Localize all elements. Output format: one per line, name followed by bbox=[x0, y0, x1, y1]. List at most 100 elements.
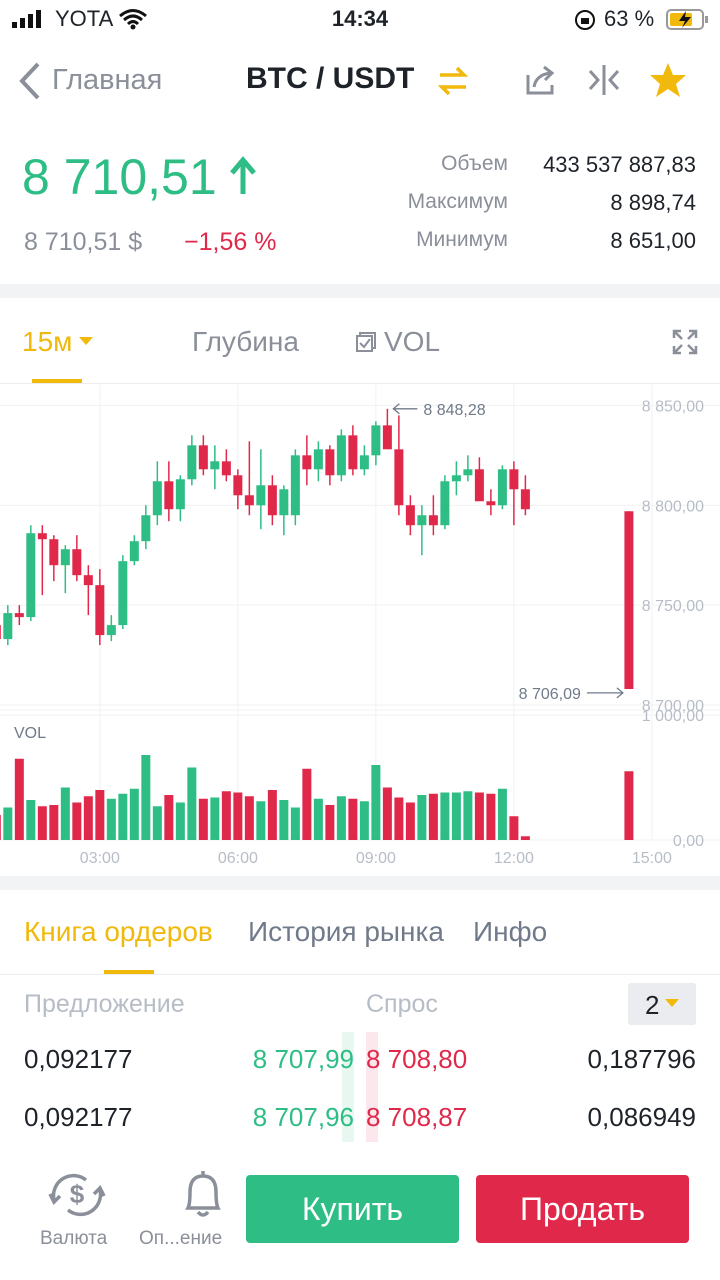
volume-bar bbox=[336, 796, 346, 840]
depth-bar bbox=[342, 1032, 354, 1142]
book-tab[interactable]: История рынка bbox=[248, 916, 444, 947]
candle-body bbox=[382, 425, 392, 450]
volume-bar bbox=[187, 767, 197, 840]
precision-value[interactable]: 2 bbox=[645, 990, 660, 1020]
volume-bar bbox=[624, 771, 634, 840]
volume-bar bbox=[497, 788, 507, 840]
favorite-icon[interactable] bbox=[648, 60, 688, 100]
candle-body bbox=[428, 515, 438, 526]
candle-body bbox=[83, 575, 93, 586]
tab-indicator bbox=[32, 379, 82, 383]
fullscreen-icon[interactable] bbox=[672, 329, 698, 355]
volume-bar bbox=[463, 791, 473, 840]
candle-body bbox=[95, 585, 105, 636]
precision-select[interactable] bbox=[628, 983, 696, 1025]
candle-body bbox=[417, 515, 427, 526]
volume-bar bbox=[509, 816, 519, 840]
volume-label: VOL bbox=[14, 725, 46, 742]
vol-checkbox[interactable] bbox=[355, 331, 377, 353]
volume-bar bbox=[417, 795, 427, 840]
depth-tab[interactable]: Глубина bbox=[192, 326, 299, 357]
carrier: YOTA bbox=[55, 6, 114, 31]
alert-label[interactable]: Оп...ение bbox=[139, 1228, 223, 1249]
volume-bar bbox=[405, 802, 415, 840]
sell-button[interactable]: Продать bbox=[476, 1175, 689, 1243]
volume-bar bbox=[359, 801, 369, 840]
volume-bar bbox=[244, 796, 254, 840]
candle-body bbox=[405, 505, 415, 526]
candle-body bbox=[451, 475, 461, 482]
interval-tab[interactable]: 15м bbox=[22, 326, 73, 357]
volume-bar bbox=[72, 802, 82, 840]
x-tick-label: 12:00 bbox=[494, 850, 534, 867]
separator bbox=[0, 284, 720, 298]
volume-bar bbox=[290, 807, 300, 840]
back-icon[interactable] bbox=[16, 60, 44, 102]
volume-bar bbox=[3, 807, 13, 840]
svg-text:$: $ bbox=[70, 1179, 85, 1209]
volume-bar bbox=[233, 792, 243, 840]
volume-bar bbox=[394, 797, 404, 840]
stat-value: 8 651,00 bbox=[610, 228, 696, 253]
candle-body bbox=[256, 485, 266, 506]
candle-body bbox=[267, 485, 277, 516]
back-label[interactable]: Главная bbox=[52, 64, 163, 96]
wifi-icon bbox=[119, 9, 147, 30]
candle-body bbox=[60, 549, 70, 566]
divider bbox=[0, 974, 720, 975]
currency-label[interactable]: Валюта bbox=[40, 1228, 108, 1249]
volume-bar bbox=[325, 805, 335, 840]
compare-icon[interactable] bbox=[586, 63, 622, 97]
y-tick-label: 8 750,00 bbox=[642, 598, 704, 615]
volume-bar bbox=[198, 798, 208, 840]
y-tick-label: 0,00 bbox=[673, 833, 704, 850]
bid-price: 8 707,96 bbox=[252, 1102, 354, 1132]
volume-bar bbox=[486, 793, 496, 840]
buy-button[interactable]: Купить bbox=[246, 1175, 459, 1243]
y-tick-label: 8 700,00 bbox=[642, 698, 704, 715]
share-icon[interactable] bbox=[524, 63, 558, 97]
candle-body bbox=[509, 469, 519, 490]
candle-body bbox=[198, 445, 208, 470]
volume-bar bbox=[129, 788, 139, 840]
candle-body bbox=[463, 469, 473, 476]
candle-body bbox=[141, 515, 151, 542]
battery-text: 63 % bbox=[604, 6, 655, 31]
stat-label: Минимум bbox=[416, 228, 508, 251]
candle-body bbox=[474, 469, 484, 502]
alert-icon[interactable] bbox=[180, 1168, 226, 1222]
x-tick-label: 09:00 bbox=[356, 850, 396, 867]
ask-price: 8 708,87 bbox=[366, 1102, 468, 1132]
currency-icon[interactable]: $ bbox=[46, 1170, 108, 1220]
candle-body bbox=[279, 489, 289, 516]
volume-bar bbox=[302, 768, 312, 840]
volume-bar bbox=[0, 815, 1, 840]
lock-icon bbox=[575, 10, 595, 30]
candle-body bbox=[313, 449, 323, 470]
book-tab[interactable]: Книга ордеров bbox=[24, 916, 213, 947]
swap-icon[interactable] bbox=[436, 64, 470, 98]
volume-bar bbox=[382, 787, 392, 840]
book-tab[interactable]: Инфо bbox=[473, 916, 548, 947]
candle-body bbox=[394, 449, 404, 506]
candle-body bbox=[187, 445, 197, 480]
pair-title: BTC / USDT bbox=[246, 62, 415, 95]
bid-amount: 0,092177 bbox=[24, 1044, 133, 1074]
volume-bar bbox=[221, 791, 231, 840]
candle-body bbox=[348, 435, 358, 470]
bid-amount: 0,092177 bbox=[24, 1102, 133, 1132]
signal-icon bbox=[12, 10, 41, 28]
vol-tab[interactable]: VOL bbox=[384, 326, 441, 357]
candle-body bbox=[302, 455, 312, 470]
ask-amount: 0,086949 bbox=[587, 1102, 696, 1132]
candle-body bbox=[37, 533, 47, 540]
annotation-arrowhead bbox=[616, 687, 624, 699]
y-tick-label: 8 800,00 bbox=[642, 498, 704, 515]
depth-bar bbox=[366, 1032, 378, 1142]
candle-body bbox=[359, 455, 369, 470]
volume-bar bbox=[175, 802, 185, 840]
candle-body bbox=[152, 481, 162, 516]
volume-bar bbox=[371, 765, 381, 840]
volume-bar bbox=[313, 798, 323, 840]
stat-value: 8 898,74 bbox=[610, 190, 696, 215]
